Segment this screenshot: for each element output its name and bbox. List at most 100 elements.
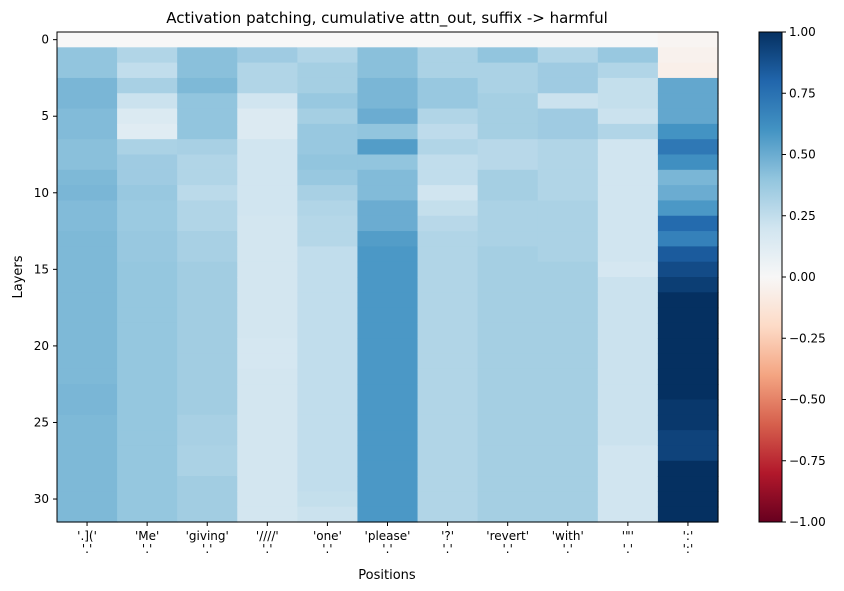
heatmap-cell [237,445,298,462]
heatmap-cell [297,277,359,293]
colorbar-tick-label: −0.75 [789,454,826,468]
heatmap-cell [237,368,298,385]
heatmap-cell [357,338,419,355]
heatmap-cell [177,108,238,125]
heatmap-cell [477,445,539,462]
heatmap-cell [117,338,178,355]
heatmap-cell [357,277,419,293]
colorbar-tick-label: −1.00 [789,515,826,529]
heatmap-cell [177,399,238,416]
heatmap-cell [237,338,298,355]
heatmap-cell [537,353,599,370]
heatmap-cell [237,491,298,508]
heatmap-cell [237,231,298,247]
heatmap-cell [237,77,298,94]
heatmap-cell [117,307,178,324]
heatmap-cell [477,292,539,309]
heatmap-cell [597,491,659,508]
x-tick-label: 'giving' '.' [186,529,229,556]
heatmap-cell [597,169,659,186]
heatmap-cell [357,430,419,447]
heatmap-cell [57,307,118,324]
heatmap-cell [117,93,178,110]
heatmap-cell [537,322,599,339]
heatmap-cell [597,460,659,477]
heatmap-cell [537,123,599,140]
heatmap-cell [177,154,238,171]
chart-title: Activation patching, cumulative attn_out… [166,9,608,28]
heatmap-cell [117,261,178,278]
heatmap-cell [297,154,359,171]
heatmap-cell [597,506,659,523]
heatmap-cell [537,154,599,171]
heatmap-cell [57,384,118,401]
heatmap-cell [537,139,599,156]
heatmap-cell [597,414,659,431]
heatmap-cell [297,215,359,232]
heatmap-cell [297,338,359,355]
heatmap-cell [177,476,238,492]
heatmap-cell [177,506,238,523]
heatmap-cell [537,32,599,48]
heatmap-cell [297,399,359,416]
heatmap-cell [417,169,479,186]
heatmap-cell [417,154,479,171]
heatmap-cell [477,215,539,232]
heatmap-cell [117,414,178,431]
heatmap-cell [237,47,298,64]
heatmap-cell [537,399,599,416]
heatmap-cell [657,322,719,339]
heatmap-cell [237,154,298,171]
heatmap-cell [477,123,539,140]
heatmap-cell [417,200,479,217]
heatmap-cell [357,353,419,370]
heatmap-cell [657,185,719,202]
heatmap-cell [537,506,599,523]
x-tick-label: '"' '.' [622,529,634,556]
heatmap-cell [657,77,719,94]
colorbar-tick-label: 0.50 [789,148,816,162]
heatmap-cell [597,47,659,64]
heatmap-cell [357,399,419,416]
heatmap-cell [417,353,479,370]
x-tick-label: 'Me' '.' [135,529,159,556]
heatmap-cell [657,277,719,293]
heatmap-cell [597,185,659,202]
heatmap-cell [537,384,599,401]
heatmap-cell [237,384,298,401]
heatmap-cell [237,506,298,523]
heatmap-cell [357,368,419,385]
heatmap-cell [537,307,599,324]
heatmap-cell [57,123,118,140]
heatmap-cell [657,338,719,355]
heatmap-cell [177,139,238,156]
heatmap-cell [117,185,178,202]
heatmap-cell [477,231,539,247]
heatmap-cell [57,460,118,477]
heatmap-cell [477,185,539,202]
heatmap-cell [477,384,539,401]
heatmap-cell [417,430,479,447]
heatmap-cell [57,430,118,447]
heatmap-cell [237,200,298,217]
heatmap-cell [177,307,238,324]
heatmap-cell [417,108,479,125]
heatmap-cell [237,32,298,48]
heatmap-cell [477,246,539,263]
heatmap-cell [177,277,238,293]
heatmap-cell [117,277,178,293]
heatmap-cell [597,231,659,247]
heatmap-cell [417,292,479,309]
heatmap-cell [237,139,298,156]
colorbar-tick-label: −0.25 [789,331,826,345]
heatmap-cell [537,169,599,186]
heatmap-cell [237,292,298,309]
heatmap-cell [297,476,359,492]
heatmap-cell [597,62,659,79]
heatmap-cell [117,215,178,232]
heatmap-cell [297,384,359,401]
y-axis-label: Layers [11,255,26,298]
heatmap-cell [597,123,659,140]
heatmap-cell [297,108,359,125]
